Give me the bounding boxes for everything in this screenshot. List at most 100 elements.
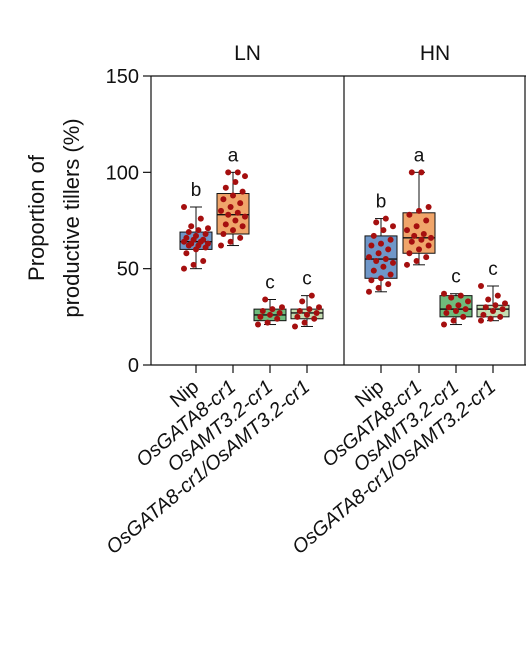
data-point (385, 281, 392, 288)
data-point (264, 319, 271, 326)
data-point (413, 257, 420, 264)
data-point (257, 313, 264, 320)
data-point (279, 304, 285, 311)
data-point (239, 223, 246, 230)
y-tick-label: 100 (106, 162, 139, 184)
data-point (385, 246, 392, 253)
significance-letter: b (191, 180, 202, 201)
data-point (404, 227, 410, 234)
data-point (237, 234, 244, 241)
data-point (234, 169, 241, 176)
data-point (183, 234, 190, 241)
data-point (423, 217, 430, 224)
panel-hn: HNbNipaOsGATA8-cr1cOsAMT3.2-cr1cOsGATA8-… (288, 42, 510, 559)
data-point (308, 292, 315, 299)
data-point (457, 292, 464, 299)
data-point (378, 240, 384, 247)
data-point (222, 184, 229, 191)
data-point (311, 315, 318, 322)
data-point (387, 236, 394, 243)
data-point (230, 192, 236, 199)
significance-letter: c (488, 259, 498, 280)
data-point (225, 211, 232, 218)
data-point (259, 308, 266, 315)
data-point (292, 323, 298, 330)
data-point (375, 284, 382, 291)
data-point (413, 223, 420, 230)
data-point (301, 319, 308, 326)
data-point (197, 215, 204, 222)
data-point (237, 200, 244, 207)
panel-title: HN (420, 42, 450, 65)
data-point (420, 230, 427, 237)
data-point (185, 229, 192, 236)
data-point (423, 254, 430, 261)
data-point (193, 232, 199, 239)
data-point (267, 311, 273, 318)
data-point (373, 219, 380, 226)
significance-letter: a (414, 145, 425, 166)
data-point (375, 250, 382, 257)
data-point (408, 238, 415, 245)
data-point (195, 227, 202, 234)
data-point (366, 254, 372, 261)
data-point (181, 265, 187, 272)
data-point (205, 225, 211, 232)
significance-letter: c (451, 267, 461, 288)
data-point (294, 313, 301, 320)
data-point (453, 308, 459, 315)
data-point (492, 302, 499, 309)
data-point (418, 169, 425, 176)
data-point (205, 240, 211, 247)
data-point (190, 261, 197, 268)
data-point (296, 308, 303, 315)
data-point (368, 242, 375, 249)
data-point (380, 227, 387, 234)
data-point (181, 204, 187, 211)
data-point (200, 236, 207, 243)
data-point (411, 232, 418, 239)
data-point (406, 211, 413, 218)
plot-area: 050100150LNbNipaOsGATA8-cr1cOsAMT3.2-cr1… (102, 42, 526, 559)
data-point (316, 304, 322, 311)
data-point (232, 217, 239, 224)
data-point (373, 257, 380, 264)
data-point (485, 296, 492, 303)
data-point (234, 209, 241, 216)
data-point (443, 309, 450, 316)
data-point (220, 196, 227, 203)
data-point (368, 277, 375, 284)
data-point (366, 288, 372, 295)
data-point (425, 242, 432, 249)
data-point (441, 290, 447, 297)
data-point (455, 302, 462, 309)
data-point (478, 283, 484, 290)
data-point (202, 230, 209, 237)
data-point (387, 271, 394, 278)
data-point (306, 306, 313, 313)
panel-title: LN (234, 42, 261, 65)
data-point (313, 309, 320, 316)
data-point (499, 306, 506, 313)
data-point (242, 213, 248, 220)
data-point (274, 315, 281, 322)
data-point (390, 223, 396, 230)
data-point (232, 178, 239, 185)
data-point (441, 321, 447, 328)
data-point (227, 204, 234, 211)
data-point (370, 232, 377, 239)
data-point (480, 311, 487, 318)
data-point (404, 261, 410, 268)
data-point (482, 304, 489, 311)
data-point (487, 315, 494, 322)
y-axis-label-line-1: Proportion of (24, 154, 49, 281)
data-point (222, 221, 229, 228)
data-point (465, 298, 471, 305)
data-point (269, 306, 276, 313)
panel-ln: LNbNipaOsGATA8-cr1cOsAMT3.2-cr1cOsGATA8-… (102, 42, 324, 559)
data-point (450, 317, 457, 324)
data-point (380, 263, 387, 270)
data-point (416, 207, 422, 214)
